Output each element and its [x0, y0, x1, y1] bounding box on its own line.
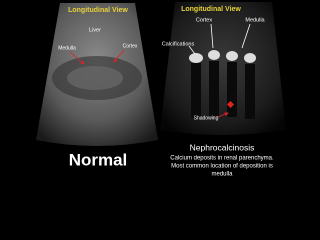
arrow — [113, 49, 125, 63]
label: Calcifications — [162, 41, 195, 47]
slide: Longitudinal View Liver Medulla Cortex N… — [36, 2, 286, 178]
label: Cortex — [196, 17, 212, 23]
description: medulla — [211, 172, 233, 178]
view-title: Longitudinal View — [68, 7, 128, 14]
description: Most common location of deposition is — [171, 164, 273, 170]
pointer — [210, 23, 214, 49]
pointer — [241, 23, 251, 49]
label: Cortex — [123, 43, 138, 49]
label: Shadowing — [194, 115, 219, 121]
view-title: Longitudinal View — [181, 6, 241, 13]
label: Liver — [89, 27, 101, 33]
heading: Nephrocalcinosis — [190, 142, 255, 152]
label: Medulla — [58, 45, 76, 51]
marker — [226, 100, 235, 109]
arrow — [69, 51, 85, 65]
arrow — [217, 112, 229, 118]
caption: Normal — [69, 150, 128, 169]
description: Calcium deposits in renal parenchyma. — [170, 156, 274, 162]
label: Medulla — [245, 17, 265, 23]
sinus — [67, 66, 123, 90]
calcifications — [189, 50, 256, 63]
shadows — [191, 61, 255, 119]
pointer — [188, 45, 196, 55]
page: Longitudinal View Liver Medulla Cortex N… — [36, 2, 286, 178]
